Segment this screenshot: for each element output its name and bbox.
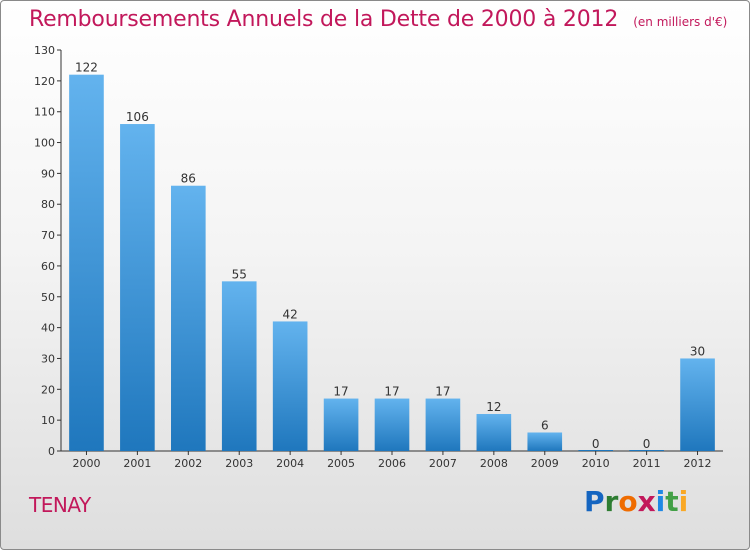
data-label: 106 — [126, 110, 149, 124]
y-tick-label: 110 — [34, 106, 55, 119]
bar — [578, 450, 614, 451]
data-label: 0 — [643, 437, 651, 451]
y-tick-label: 60 — [41, 260, 55, 273]
x-tick-label: 2002 — [174, 457, 202, 470]
x-tick-label: 2004 — [276, 457, 304, 470]
data-label: 6 — [541, 418, 549, 432]
y-tick-label: 130 — [34, 44, 55, 57]
data-label: 122 — [75, 61, 98, 75]
x-tick-label: 2005 — [327, 457, 355, 470]
data-label: 12 — [486, 400, 501, 414]
x-tick-label: 2010 — [582, 457, 610, 470]
data-label: 55 — [232, 267, 247, 281]
bar — [476, 413, 512, 451]
y-tick-label: 120 — [34, 75, 55, 88]
y-tick-label: 80 — [41, 198, 55, 211]
data-label: 86 — [181, 172, 196, 186]
y-tick-label: 0 — [48, 445, 55, 458]
data-labels: 122 106 86 55 42 17 17 17 12 6 0 0 30 — [75, 61, 705, 451]
x-tick-label: 2003 — [225, 457, 253, 470]
bar — [629, 450, 664, 451]
x-tick-label: 2008 — [480, 457, 508, 470]
x-tick-label: 2009 — [531, 457, 559, 470]
bar — [527, 432, 563, 451]
data-label: 30 — [690, 344, 705, 358]
y-tick-label: 20 — [41, 383, 55, 396]
bars — [69, 74, 715, 452]
bar — [221, 281, 257, 451]
bar — [374, 398, 410, 451]
bar — [120, 124, 155, 452]
data-label: 17 — [384, 385, 399, 399]
y-tick-label: 10 — [41, 414, 55, 427]
y-tick-label: 40 — [41, 322, 55, 335]
bar — [680, 358, 715, 451]
y-tick-label: 100 — [34, 137, 55, 150]
bar — [170, 185, 206, 451]
x-tick-label: 2011 — [633, 457, 661, 470]
x-tick-label: 2007 — [429, 457, 457, 470]
place-name: TENAY — [29, 493, 91, 517]
data-label: 17 — [435, 385, 450, 399]
chart-title: Remboursements Annuels de la Dette de 20… — [29, 7, 619, 32]
data-label: 0 — [592, 437, 600, 451]
y-tick-label: 30 — [41, 352, 55, 365]
bar — [323, 398, 359, 451]
bar — [425, 398, 461, 451]
bar — [69, 74, 104, 451]
x-tick-label: 2001 — [123, 457, 151, 470]
x-tick-label: 2012 — [684, 457, 712, 470]
data-label: 42 — [283, 307, 298, 321]
chart-subtitle: (en milliers d'€) — [633, 15, 728, 29]
y-tick-label: 70 — [41, 229, 55, 242]
data-label: 17 — [333, 385, 348, 399]
y-tick-label: 90 — [41, 167, 55, 180]
y-tick-label: 50 — [41, 291, 55, 304]
proxiti-logo[interactable]: Proxiti — [584, 485, 689, 518]
chart-title-row: Remboursements Annuels de la Dette de 20… — [29, 7, 727, 32]
x-tick-label: 2000 — [72, 457, 100, 470]
x-tick-label: 2006 — [378, 457, 406, 470]
bar — [272, 321, 308, 451]
